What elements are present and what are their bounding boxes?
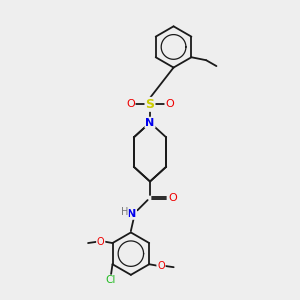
Text: O: O <box>168 193 177 203</box>
Text: O: O <box>157 261 165 271</box>
Text: N: N <box>146 118 154 128</box>
Text: O: O <box>126 99 135 110</box>
Text: O: O <box>97 237 104 247</box>
Text: N: N <box>127 209 136 219</box>
Text: S: S <box>146 98 154 111</box>
Text: H: H <box>121 207 128 217</box>
Text: Cl: Cl <box>106 275 116 285</box>
Text: O: O <box>165 99 174 110</box>
